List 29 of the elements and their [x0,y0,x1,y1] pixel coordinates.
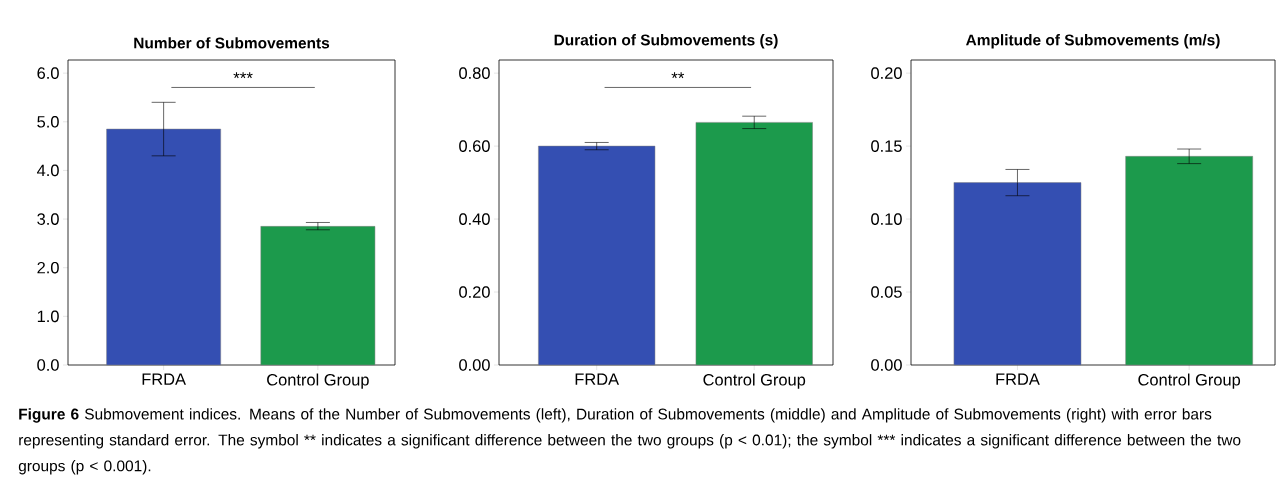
y-tick-label: 5.0 [37,115,59,128]
y-tick-label: 0.80 [459,67,490,79]
x-tick-label: Control Group [267,373,369,389]
y-tick-label: 0.0 [37,359,59,371]
y-tick-label: 0.15 [871,140,902,152]
x-tick-label: Control Group [1138,373,1241,389]
chart-title: Number of Submovements [134,37,330,49]
y-tick-label: 0.40 [459,213,490,225]
y-tick-label: 3.0 [37,213,59,225]
y-tick-label: 4.0 [37,164,59,177]
y-tick-label: 0.60 [459,140,490,152]
annotation: ** [671,72,685,79]
x-tick-label: FRDA [575,373,620,385]
y-tick-label: 0.10 [871,213,902,225]
x-tick-label: FRDA [996,373,1040,385]
chart-title: Duration of Submovements (s) [554,34,778,49]
y-tick-label: 6.0 [37,67,59,79]
y-tick-label: 0.20 [871,67,902,79]
y-tick-label: 0.00 [871,359,902,371]
y-tick-label: 0.05 [871,286,902,298]
chart-title: Amplitude of Submovements (m/s) [965,34,1220,49]
y-tick-label: 0.20 [459,286,490,298]
x-tick-label: Control Group [703,373,806,389]
x-tick-label: FRDA [142,373,186,385]
y-tick-label: 2.0 [37,261,59,274]
y-tick-label: 1.0 [37,310,59,323]
text: Figure 6 Submovement indices. Means of the Number of Submovements (left), Duration of Submovements (middle) and Amplitude of Submovements (right) with error bars representing standard error. The symbol ** indicates a significant difference between the two groups (p < 0.01); the symbol *** indicates a significant difference between the two groups (p < 0.001). [18,408,1241,475]
y-tick-label: 0.00 [459,359,490,371]
annotation: *** [233,72,253,79]
